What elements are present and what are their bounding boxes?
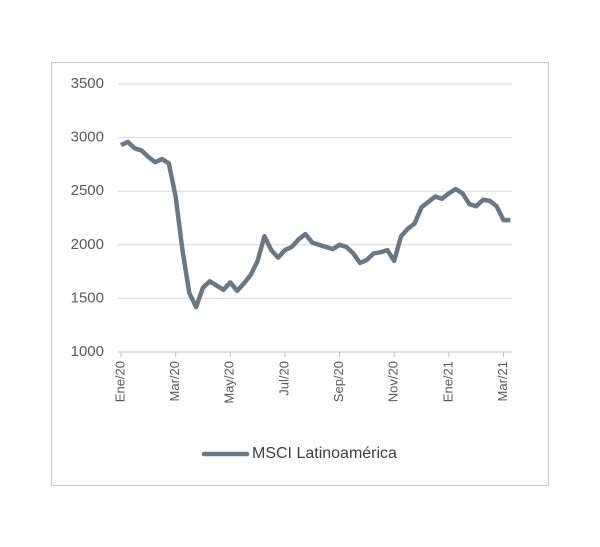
x-tick-label: Sep/20 (331, 361, 346, 402)
series-line (120, 139, 511, 310)
y-tick-label: 2500 (71, 182, 104, 199)
x-tick-label: Nov/20 (386, 361, 401, 402)
x-tick-label: Mar/20 (167, 361, 182, 401)
x-tick-label: May/20 (222, 361, 237, 404)
x-tick-label: Ene/20 (112, 361, 127, 402)
x-tick-label: Mar/21 (495, 361, 510, 401)
x-tick-label: Ene/21 (440, 361, 455, 402)
y-tick-label: 1000 (71, 343, 104, 360)
y-tick-label: 2000 (71, 236, 104, 253)
y-tick-label: 1500 (71, 289, 104, 306)
y-tick-label: 3000 (71, 129, 104, 146)
x-tick-label: Jul/20 (276, 361, 291, 396)
y-tick-label: 3500 (71, 75, 104, 92)
chart-frame (51, 62, 549, 486)
legend-label: MSCI Latinoamérica (252, 445, 397, 462)
